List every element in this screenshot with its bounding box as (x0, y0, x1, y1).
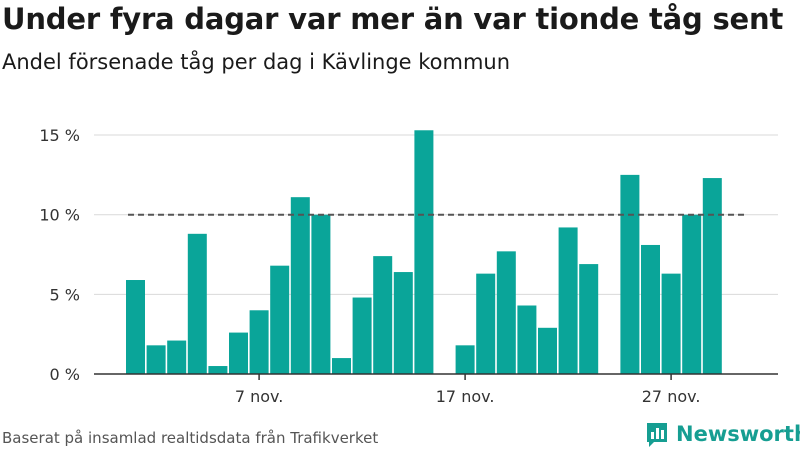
bar (146, 345, 166, 374)
source-note: Baserat på insamlad realtidsdata från Tr… (2, 429, 379, 447)
bar (517, 305, 537, 374)
y-tick-label: 0 % (50, 365, 80, 384)
bar (682, 214, 702, 374)
x-tick-label: 7 nov. (235, 387, 284, 406)
brand-logo: Newsworthy (644, 420, 800, 448)
bar (455, 345, 475, 374)
y-tick-label: 10 % (39, 206, 80, 225)
bar (496, 251, 516, 374)
y-tick-label: 15 % (39, 126, 80, 145)
bar (373, 256, 393, 374)
bar (579, 264, 599, 374)
brand-name: Newsworthy (676, 422, 800, 446)
bars (126, 130, 722, 374)
chart-title: Under fyra dagar var mer än var tionde t… (2, 2, 784, 36)
bar (476, 273, 496, 374)
bar (414, 130, 434, 374)
newsworthy-logo-icon (647, 423, 667, 447)
bar (352, 297, 372, 374)
bar (270, 265, 290, 374)
y-tick-label: 5 % (50, 285, 80, 304)
bar (311, 214, 331, 374)
bar (290, 197, 310, 374)
bar (187, 233, 207, 374)
bar (393, 272, 413, 374)
bar (641, 244, 660, 374)
bar (249, 310, 269, 374)
bar (208, 366, 228, 374)
bar (558, 227, 578, 374)
bar (229, 332, 248, 374)
x-tick-label: 17 nov. (436, 387, 495, 406)
bar (702, 178, 722, 374)
x-tick-label: 27 nov. (642, 387, 701, 406)
bar (661, 273, 681, 374)
bar (332, 358, 351, 374)
bar (538, 327, 557, 374)
bar (126, 280, 145, 374)
bar (620, 174, 640, 374)
chart-subtitle: Andel försenade tåg per dag i Kävlinge k… (2, 50, 511, 74)
axes: 0 % 5 % 10 % 15 % 7 nov. 17 nov. 27 nov. (39, 126, 778, 406)
bar (167, 340, 187, 374)
